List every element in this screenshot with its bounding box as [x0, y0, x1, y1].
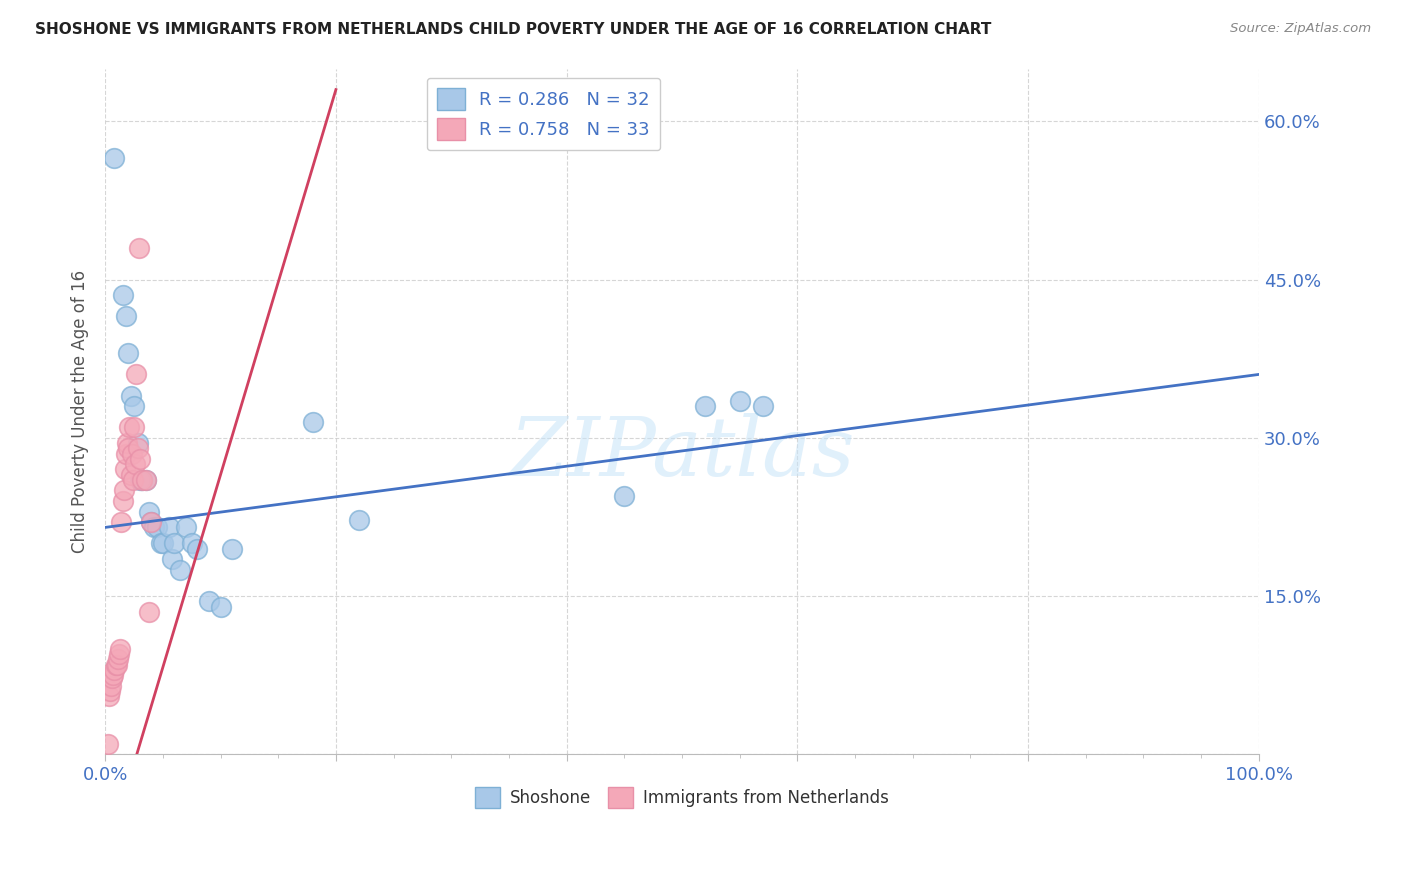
Point	[108, 641, 131, 656]
Point	[138, 605, 160, 619]
Point	[127, 442, 149, 456]
Point	[96, 737, 118, 751]
Point	[174, 520, 197, 534]
Point	[152, 536, 174, 550]
Point	[180, 536, 202, 550]
Point	[146, 520, 169, 534]
Point	[302, 415, 325, 429]
Point	[135, 473, 157, 487]
Point	[693, 399, 716, 413]
Point	[98, 684, 121, 698]
Point	[142, 520, 165, 534]
Point	[131, 473, 153, 487]
Point	[157, 520, 180, 534]
Point	[163, 536, 186, 550]
Point	[347, 513, 370, 527]
Y-axis label: Child Poverty Under the Age of 16: Child Poverty Under the Age of 16	[72, 269, 89, 553]
Point	[141, 515, 163, 529]
Point	[728, 393, 751, 408]
Point	[135, 473, 157, 487]
Point	[160, 552, 183, 566]
Point	[112, 483, 135, 498]
Point	[111, 494, 134, 508]
Point	[121, 446, 143, 460]
Point	[128, 241, 150, 255]
Text: SHOSHONE VS IMMIGRANTS FROM NETHERLANDS CHILD POVERTY UNDER THE AGE OF 16 CORREL: SHOSHONE VS IMMIGRANTS FROM NETHERLANDS …	[35, 22, 991, 37]
Point	[124, 457, 146, 471]
Point	[613, 489, 636, 503]
Point	[105, 657, 128, 672]
Point	[198, 594, 221, 608]
Point	[115, 310, 138, 324]
Point	[117, 442, 139, 456]
Point	[751, 399, 773, 413]
Legend: Shoshone, Immigrants from Netherlands: Shoshone, Immigrants from Netherlands	[468, 780, 896, 814]
Point	[103, 663, 125, 677]
Point	[128, 473, 150, 487]
Point	[149, 536, 172, 550]
Point	[221, 541, 243, 556]
Point	[107, 652, 129, 666]
Point	[108, 647, 131, 661]
Text: ZIPatlas: ZIPatlas	[509, 412, 855, 492]
Point	[125, 368, 148, 382]
Point	[209, 599, 232, 614]
Point	[115, 436, 138, 450]
Text: Source: ZipAtlas.com: Source: ZipAtlas.com	[1230, 22, 1371, 36]
Point	[114, 462, 136, 476]
Point	[120, 388, 142, 402]
Point	[118, 420, 141, 434]
Point	[101, 671, 124, 685]
Point	[122, 399, 145, 413]
Point	[186, 541, 208, 556]
Point	[122, 420, 145, 434]
Point	[128, 451, 150, 466]
Point	[141, 515, 163, 529]
Point	[97, 689, 120, 703]
Point	[100, 679, 122, 693]
Point	[115, 446, 138, 460]
Point	[110, 515, 132, 529]
Point	[103, 668, 125, 682]
Point	[104, 657, 127, 672]
Point	[122, 473, 145, 487]
Point	[169, 563, 191, 577]
Point	[138, 505, 160, 519]
Point	[117, 346, 139, 360]
Point	[120, 467, 142, 482]
Point	[111, 288, 134, 302]
Point	[131, 473, 153, 487]
Point	[103, 151, 125, 165]
Point	[127, 436, 149, 450]
